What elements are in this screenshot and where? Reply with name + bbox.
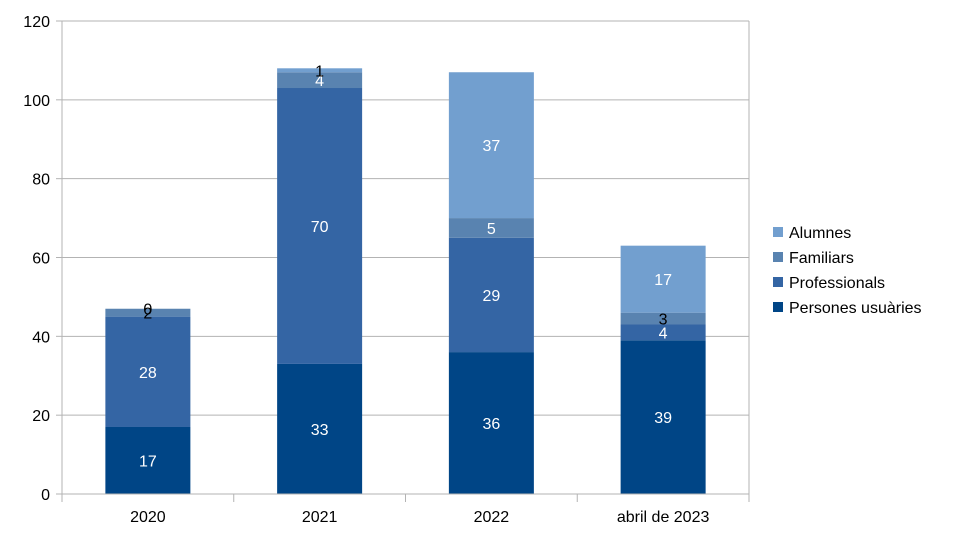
- legend-label-0: Alumnes: [789, 225, 851, 242]
- bar-0-1: [105, 316, 191, 427]
- x-tick-label-2: 2022: [474, 509, 510, 526]
- y-tick-label-0: 0: [41, 487, 50, 504]
- data-label-0-1: 28: [139, 365, 157, 382]
- legend-swatch-2: [773, 277, 783, 287]
- x-tick-label-3: abril de 2023: [617, 509, 710, 526]
- bar-3-3: [620, 245, 706, 313]
- data-label-3-0: 39: [654, 410, 672, 427]
- legend-label-1: Familiars: [789, 250, 854, 267]
- x-tick-label-1: 2021: [302, 509, 338, 526]
- data-label-2-3: 37: [482, 138, 500, 155]
- data-label-0-3: 0: [143, 302, 152, 319]
- data-label-0-0: 17: [139, 453, 157, 470]
- bars: [105, 68, 706, 494]
- legend-label-2: Professionals: [789, 275, 885, 292]
- bar-1-1: [277, 88, 363, 364]
- bar-3-2: [620, 312, 706, 325]
- data-label-1-3: 1: [315, 63, 324, 80]
- bar-2-2: [448, 218, 534, 238]
- bar-3-0: [620, 340, 706, 494]
- legend-swatch-0: [773, 227, 783, 237]
- bar-0-0: [105, 426, 191, 494]
- bar-2-0: [448, 352, 534, 494]
- legend-swatch-3: [773, 302, 783, 312]
- data-label-1-2: 4: [315, 73, 324, 90]
- data-label-2-2: 5: [487, 221, 496, 238]
- bar-1-0: [277, 363, 363, 494]
- data-label-0-2: 2: [143, 306, 152, 323]
- y-tick-label-1: 20: [32, 408, 50, 425]
- bar-2-3: [448, 72, 534, 219]
- data-label-3-2: 3: [659, 312, 668, 329]
- y-tick-label-6: 120: [23, 14, 50, 31]
- legend: Alumnes Familiars Professionals Persones us…: [773, 225, 922, 317]
- legend-swatch-1: [773, 252, 783, 262]
- y-tick-label-4: 80: [32, 172, 50, 189]
- data-label-3-3: 17: [654, 272, 672, 289]
- y-tick-label-2: 40: [32, 329, 50, 346]
- bar-1-2: [277, 72, 363, 89]
- data-label-2-1: 29: [482, 288, 500, 305]
- x-tick-label-0: 2020: [130, 509, 166, 526]
- legend-label-3: Persones usuàries: [789, 300, 922, 317]
- y-tick-label-5: 100: [23, 93, 50, 110]
- data-label-3-1: 4: [659, 325, 668, 342]
- bar-0-2: [105, 308, 191, 317]
- data-label-1-1: 70: [311, 219, 329, 236]
- data-label-2-0: 36: [482, 416, 500, 433]
- bar-1-3: [277, 68, 363, 73]
- data-label-1-0: 33: [311, 422, 329, 439]
- y-tick-label-3: 60: [32, 251, 50, 268]
- bar-3-1: [620, 324, 706, 341]
- bar-2-1: [448, 237, 534, 353]
